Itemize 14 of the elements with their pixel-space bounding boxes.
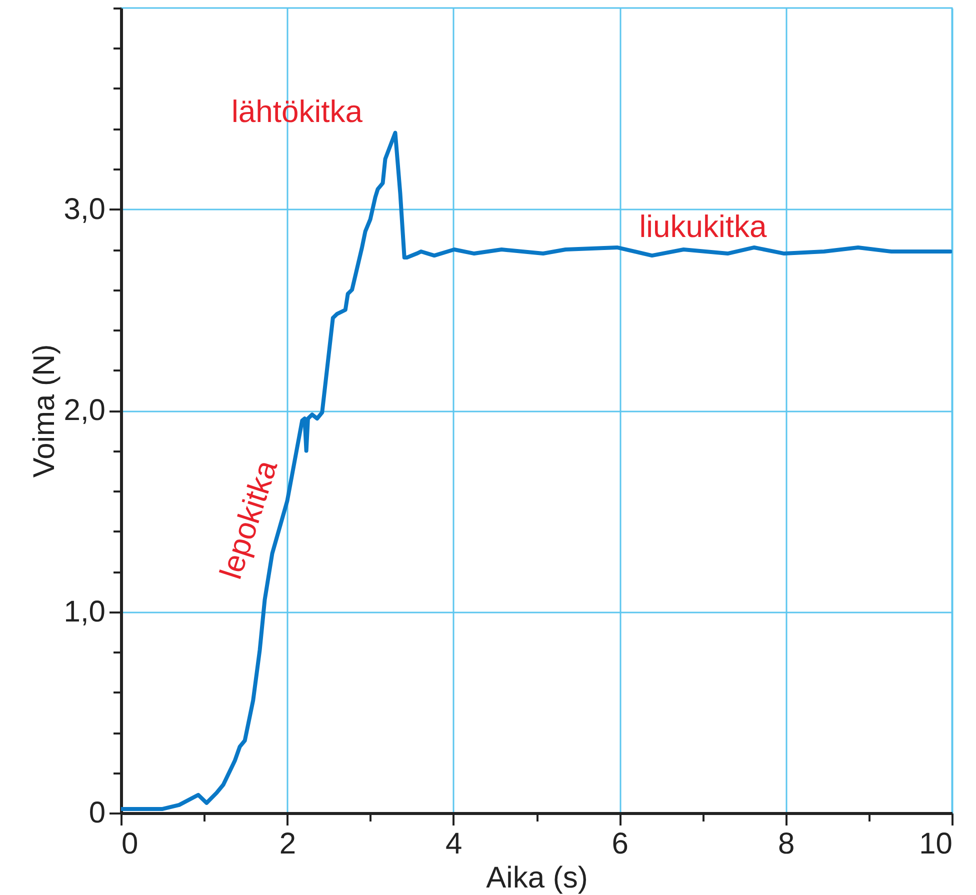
x-tick-label: 6	[612, 828, 628, 860]
y-tick-label: 2,0	[64, 394, 106, 427]
x-tick-label: 8	[778, 828, 795, 860]
y-tick-label: 0	[88, 796, 106, 830]
x-axis-title: Aika (s)	[486, 862, 588, 894]
annotation: liukukitka	[639, 209, 768, 244]
x-tick-label: 4	[446, 828, 462, 860]
y-tick-label: 3,0	[64, 192, 106, 226]
y-tick-label: 1,0	[64, 595, 106, 628]
y-axis-title: Voima (N)	[28, 344, 61, 478]
x-tick-label: 0	[122, 828, 138, 860]
x-tick-label: 2	[279, 828, 296, 860]
line-series	[121, 130, 952, 811]
x-tick-label: 10	[919, 828, 952, 860]
